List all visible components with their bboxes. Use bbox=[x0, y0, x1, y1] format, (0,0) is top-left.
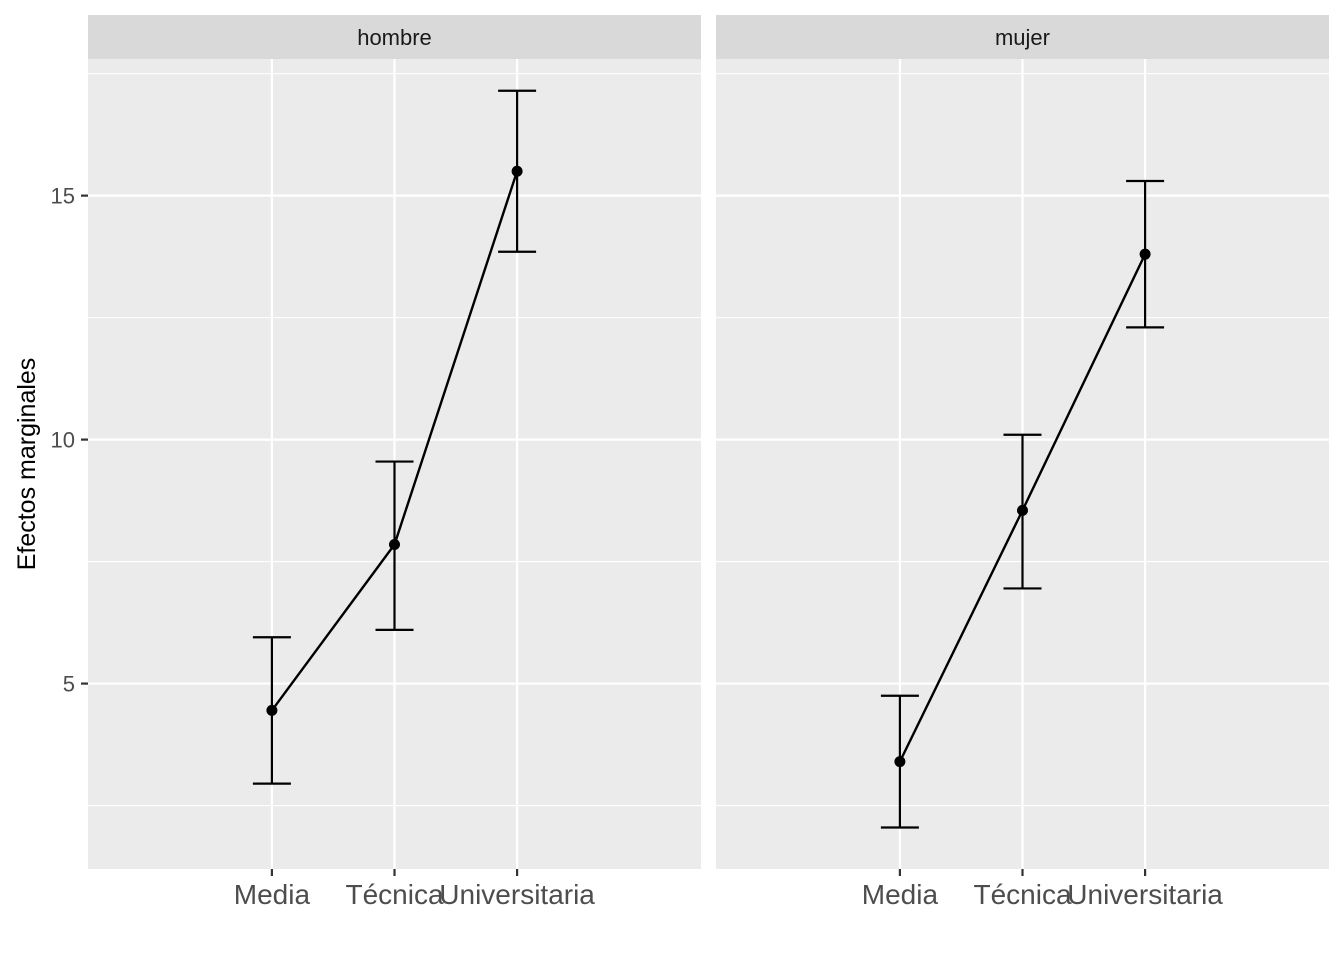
x-tick-label: Media bbox=[234, 879, 311, 910]
x-tick-label: Universitaria bbox=[1067, 879, 1223, 910]
data-point bbox=[1139, 248, 1151, 260]
data-point bbox=[389, 539, 400, 551]
y-axis-title: Efectos marginales bbox=[13, 358, 41, 571]
facet-strip-label: hombre bbox=[357, 25, 432, 50]
data-point bbox=[266, 704, 278, 716]
x-tick-label: Universitaria bbox=[439, 879, 595, 910]
data-point bbox=[511, 165, 523, 177]
y-tick-label: 5 bbox=[63, 672, 75, 697]
x-tick-label: Técnica bbox=[973, 879, 1071, 910]
facet-strip bbox=[88, 15, 701, 59]
x-tick-label: Media bbox=[862, 879, 939, 910]
data-point bbox=[894, 756, 906, 768]
data-point bbox=[1017, 504, 1028, 516]
x-tick-label: Técnica bbox=[345, 879, 443, 910]
y-tick-label: 10 bbox=[51, 428, 75, 453]
facet-strip bbox=[716, 15, 1329, 59]
y-axis-ticks: 5 10 15 bbox=[51, 184, 88, 697]
y-tick-label: 15 bbox=[51, 184, 75, 209]
facet-strip-label: mujer bbox=[995, 25, 1050, 50]
